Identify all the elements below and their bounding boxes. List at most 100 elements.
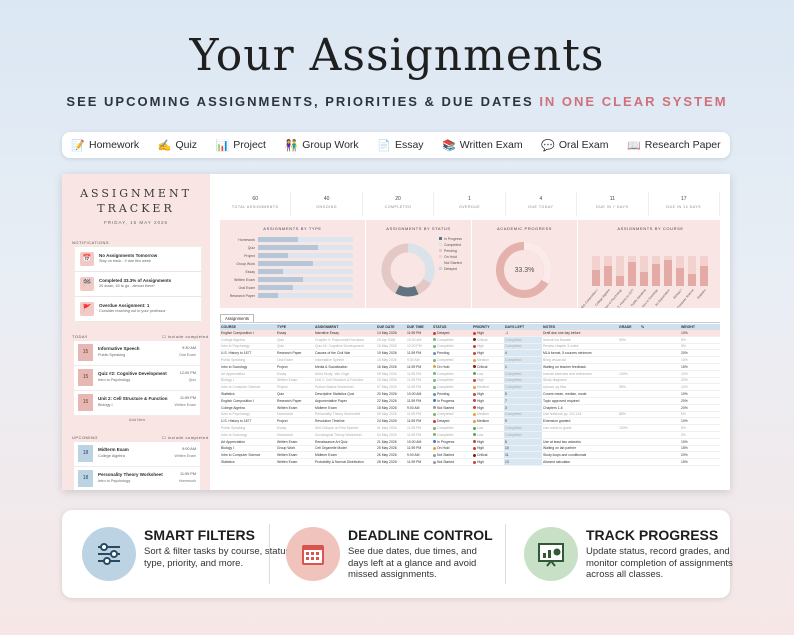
notification-item[interactable]: 📅 No Assignments Tomorrow Stay on track - … [75, 247, 201, 272]
column-header-type[interactable]: TYPE [276, 324, 314, 330]
cell-priority[interactable]: Critical [472, 336, 504, 344]
column-header-course[interactable]: COURSE [220, 324, 276, 330]
cell-grade[interactable]: 90% [618, 336, 640, 344]
table-row[interactable]: Statistics Quiz Descriptive Statistics Qui… [220, 390, 720, 398]
cell-priority[interactable]: Low [472, 424, 504, 432]
column-header-due-time[interactable]: DUE TIME [406, 324, 432, 330]
cell-grade[interactable] [618, 451, 640, 460]
cell-status[interactable]: Delayed [432, 330, 472, 337]
cell-grade[interactable] [618, 330, 640, 337]
cell-status[interactable]: Pending [432, 390, 472, 398]
notification-item[interactable]: 🏁 Completed 33.3% of Assignments 20 down, … [75, 272, 201, 297]
cell-status[interactable]: Delayed [432, 417, 472, 426]
cell-priority[interactable]: Medium [472, 417, 504, 426]
table-row[interactable]: Intro to Sociology Homework Sociological T… [220, 431, 720, 439]
table-row[interactable]: College Algebra Quiz Chapter 3: Polynomial… [220, 336, 720, 344]
cell-priority[interactable]: High [472, 390, 504, 398]
cell-status[interactable]: On Hold [432, 445, 472, 453]
tab-assignments[interactable]: Assignments [220, 314, 254, 322]
column-header-status[interactable]: STATUS [432, 324, 472, 330]
table-row[interactable]: U.S. History to 1877 Project Revolution Ti… [220, 417, 720, 426]
table-row[interactable]: Intro to Sociology Project Media & Sociali… [220, 363, 720, 371]
table-row[interactable]: English Composition I Essay Narrative Essa… [220, 330, 720, 337]
cell-priority[interactable]: Low [472, 431, 504, 439]
table-row[interactable]: Art Appreciation Essay Artist Study: Van G… [220, 370, 720, 378]
column-header-assignment[interactable]: ASSIGNMENT [314, 324, 376, 330]
table-row[interactable]: Intro to Psychology Homework Personality T… [220, 411, 720, 419]
cell-grade[interactable] [618, 445, 640, 453]
table-row[interactable]: Intro to Psychology Quiz Quiz #2: Cognitiv… [220, 343, 720, 351]
cell-grade[interactable]: 100% [618, 424, 640, 432]
cell-priority[interactable]: High [472, 438, 504, 446]
list-item[interactable]: 15 Informative Speech Public Speaking 9:30 … [74, 341, 200, 366]
cell-status[interactable]: In Progress [432, 397, 472, 405]
list-item[interactable]: 18 Midterm Exam College Algebra 9:00 AM Writ… [74, 442, 200, 467]
table-row[interactable]: Statistics Written Exam Probability & Norm… [220, 458, 720, 466]
list-item[interactable]: 18 Personality Theory Worksheet Intro to P… [74, 467, 200, 490]
cell-grade[interactable] [618, 431, 640, 439]
cell-status[interactable]: On Hold [432, 363, 472, 371]
cell-grade[interactable]: 88% [618, 411, 640, 419]
notification-item[interactable]: 🚩 Overdue Assignment: 1 Consider reaching … [75, 297, 201, 322]
column-header-notes[interactable]: NOTES [542, 324, 618, 330]
table-row[interactable]: English Composition I Research Paper Argum… [220, 397, 720, 405]
cell-grade[interactable] [618, 349, 640, 358]
column-header-grade[interactable]: GRADE [618, 324, 640, 330]
add-new-button[interactable]: Add New [128, 417, 146, 422]
cell-priority[interactable]: High [472, 404, 504, 412]
cell-priority[interactable]: Medium [472, 356, 504, 364]
cell-grade[interactable] [618, 438, 640, 446]
table-row[interactable]: Intro to Computer Science Project Python B… [220, 383, 720, 392]
table-row[interactable]: U.S. History to 1877 Research Paper Causes… [220, 349, 720, 358]
cell-priority[interactable]: Medium [472, 411, 504, 419]
cell-grade[interactable] [618, 363, 640, 371]
cell-priority[interactable]: High [472, 445, 504, 453]
cell-priority[interactable]: Low [472, 370, 504, 378]
column-header-weight[interactable]: WEIGHT [680, 324, 720, 330]
cell-status[interactable]: Completed [432, 424, 472, 432]
table-row[interactable]: Public Speaking Essay Self-Critique on Fir… [220, 424, 720, 432]
cell-status[interactable]: Completed [432, 370, 472, 378]
cell-grade[interactable]: 95% [618, 383, 640, 392]
cell-grade[interactable] [618, 356, 640, 364]
include-completed-toggle[interactable]: ☐ include completed [162, 334, 209, 339]
cell-status[interactable]: Completed [432, 343, 472, 351]
cell-grade[interactable] [618, 417, 640, 426]
cell-priority[interactable]: High [472, 343, 504, 351]
cell-status[interactable]: Completed [432, 431, 472, 439]
cell-grade[interactable] [618, 343, 640, 351]
table-row[interactable]: Intro to Computer Science Written Exam Mid… [220, 451, 720, 460]
cell-status[interactable]: Pending [432, 349, 472, 358]
column-header-due-date[interactable]: DUE DATE [376, 324, 406, 330]
cell-priority[interactable]: High [472, 349, 504, 358]
cell-priority[interactable]: Critical [472, 363, 504, 371]
cell-grade[interactable]: 100% [618, 370, 640, 378]
cell-status[interactable]: In Progress [432, 438, 472, 446]
cell-grade[interactable] [618, 404, 640, 412]
cell-status[interactable]: Completed [432, 336, 472, 344]
table-row[interactable]: Art Appreciation Written Exam Renaissance … [220, 438, 720, 446]
list-item[interactable]: 15 Quiz #2: Cognitive Development Intro to… [74, 366, 200, 391]
cell-priority[interactable]: High [472, 330, 504, 337]
column-header-%[interactable]: % [640, 324, 680, 330]
cell-grade[interactable] [618, 377, 640, 385]
column-header-priority[interactable]: PRIORITY [472, 324, 504, 330]
cell-grade[interactable] [618, 397, 640, 405]
cell-status[interactable]: Not Started [432, 458, 472, 466]
cell-status[interactable]: Completed [432, 356, 472, 364]
table-row[interactable]: Biology I Group Work Cell Organelle Model 2… [220, 445, 720, 453]
cell-status[interactable]: Completed [432, 377, 472, 385]
list-item[interactable]: 15 Unit 2: Cell Structure & Function Biolo… [74, 391, 200, 416]
cell-priority[interactable]: High [472, 397, 504, 405]
cell-priority[interactable]: High [472, 458, 504, 466]
cell-grade[interactable] [618, 390, 640, 398]
include-completed-toggle-upcoming[interactable]: ☐ include completed [162, 435, 209, 440]
cell-priority[interactable]: Medium [472, 383, 504, 392]
cell-grade[interactable] [618, 458, 640, 466]
cell-status[interactable]: Not Started [432, 451, 472, 460]
cell-priority[interactable]: Critical [472, 451, 504, 460]
cell-status[interactable]: Completed [432, 411, 472, 419]
table-row[interactable]: College Algebra Written Exam Midterm Exam 1… [220, 404, 720, 412]
column-header-days-left[interactable]: DAYS LEFT [504, 324, 542, 330]
table-row[interactable]: Biology I Written Exam Unit 2: Cell Struct… [220, 377, 720, 385]
